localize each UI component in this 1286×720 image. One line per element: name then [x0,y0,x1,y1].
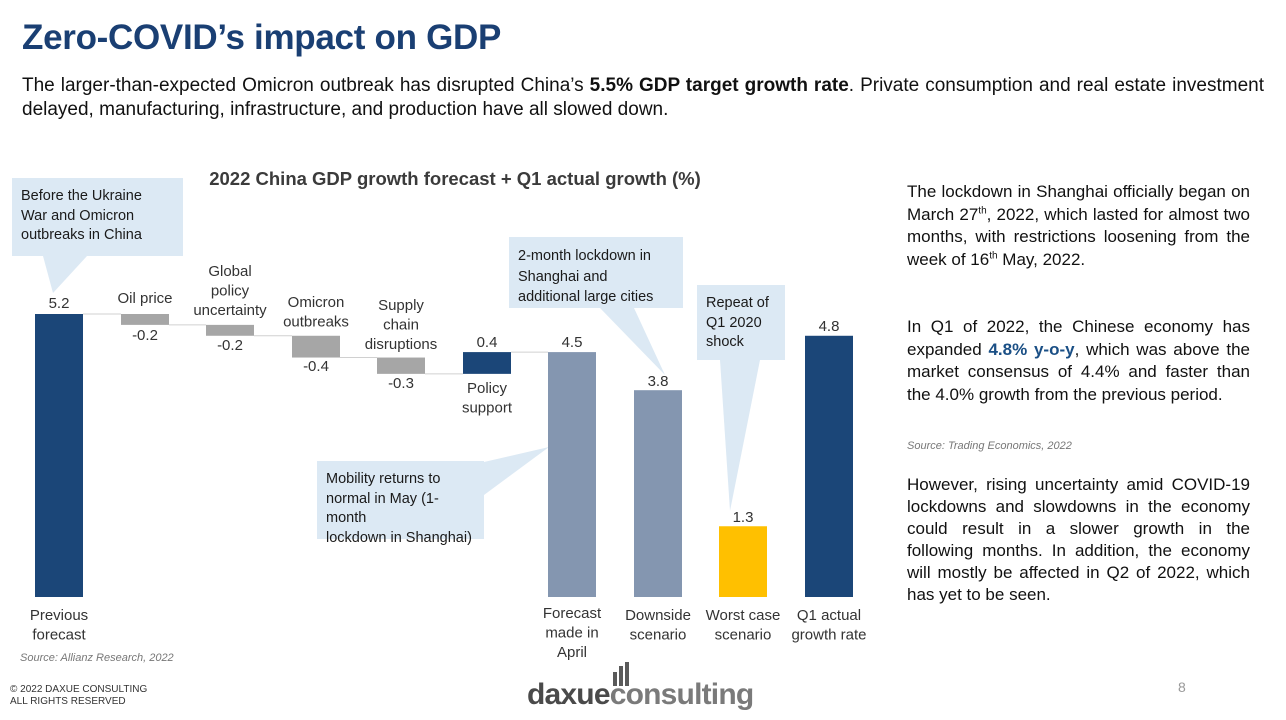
category-label: made in [545,625,598,642]
value-label: -0.3 [388,375,414,392]
bar-previous-forecast [35,314,83,597]
category-label: Forecast [543,605,602,622]
category-label: Supply [378,297,424,314]
category-label: outbreaks [283,314,349,331]
category-label: scenario [630,627,687,644]
bar-downside-scenario [634,390,682,597]
category-label: forecast [32,627,86,644]
q1-growth-highlight: 4.8% y-o-y [988,339,1075,359]
callout-before-pointer [43,256,87,293]
chart-source: Source: Allianz Research, 2022 [20,652,174,664]
category-label: Worst case [706,607,781,624]
value-label: 3.8 [648,373,669,390]
category-label: Previous [30,607,88,624]
value-label: 4.8 [819,318,840,335]
paragraph-q1-growth: In Q1 of 2022, the Chinese economy has e… [907,317,1251,404]
bar-supply-chain-disruptions [377,357,425,374]
category-label: Downside [625,607,691,624]
value-label: -0.2 [132,327,158,344]
callout-repeat-pointer [720,360,760,511]
callout-lockdown-pointer [600,308,665,375]
gdp-target-highlight: 5.5% GDP target growth rate [589,75,849,96]
callout-mobility: Mobility returns to normal in May (1-mon… [317,461,484,546]
logo-bars-icon [613,662,629,686]
bar-oil-price [121,314,169,325]
category-label: disruptions [365,336,438,353]
category-label: uncertainty [193,302,267,319]
callout-mobility-pointer [484,447,549,495]
value-label: 1.3 [733,509,754,526]
category-label: chain [383,317,419,334]
category-label: Oil price [117,290,172,307]
bar-omicron-outbreaks [292,335,340,358]
value-label: -0.2 [217,337,243,354]
category-label: growth rate [791,627,866,644]
bar-q1-actual-growth-rate [805,335,853,597]
subtitle: The larger-than-expected Omicron outbrea… [22,75,1264,120]
chart-title: 2022 China GDP growth forecast + Q1 actu… [209,168,701,189]
paragraph-uncertainty: However, rising uncertainty amid COVID-1… [907,475,1250,604]
category-label: Q1 actual [797,607,861,624]
category-label: April [557,644,587,661]
paragraph-lockdown: The lockdown in Shanghai officially bega… [907,182,1250,269]
bar-worst-case-scenario [719,526,767,597]
category-label: scenario [715,627,772,644]
value-label: 5.2 [49,295,70,312]
bar-policy-support [463,352,511,374]
category-label: Policy [467,380,508,397]
category-label: support [462,400,513,417]
page-title: Zero-COVID’s impact on GDP [22,18,502,57]
callout-before: Before the Ukraine War and Omicron outbr… [12,178,183,256]
page-number: 8 [1178,679,1186,695]
value-label: -0.4 [303,358,329,375]
waterfall-chart: 2022 China GDP growth forecast + Q1 actu… [20,168,867,664]
bar-global-policy-uncertainty [206,324,254,336]
copyright: © 2022 DAXUE CONSULTING ALL RIGHTS RESER… [10,684,148,707]
value-label: 0.4 [477,334,498,351]
category-label: policy [211,283,250,300]
category-label: Omicron [288,294,345,311]
bar-forecast-made-in-april [548,352,596,597]
callout-repeat: Repeat of Q1 2020 shock [697,285,785,360]
daxue-logo: daxueconsulting [527,660,767,716]
value-label: 4.5 [562,334,583,351]
source-trading-economics: Source: Trading Economics, 2022 [907,440,1072,452]
category-label: Global [208,263,251,280]
callout-lockdown: 2-month lockdown in Shanghai and additio… [509,237,683,308]
